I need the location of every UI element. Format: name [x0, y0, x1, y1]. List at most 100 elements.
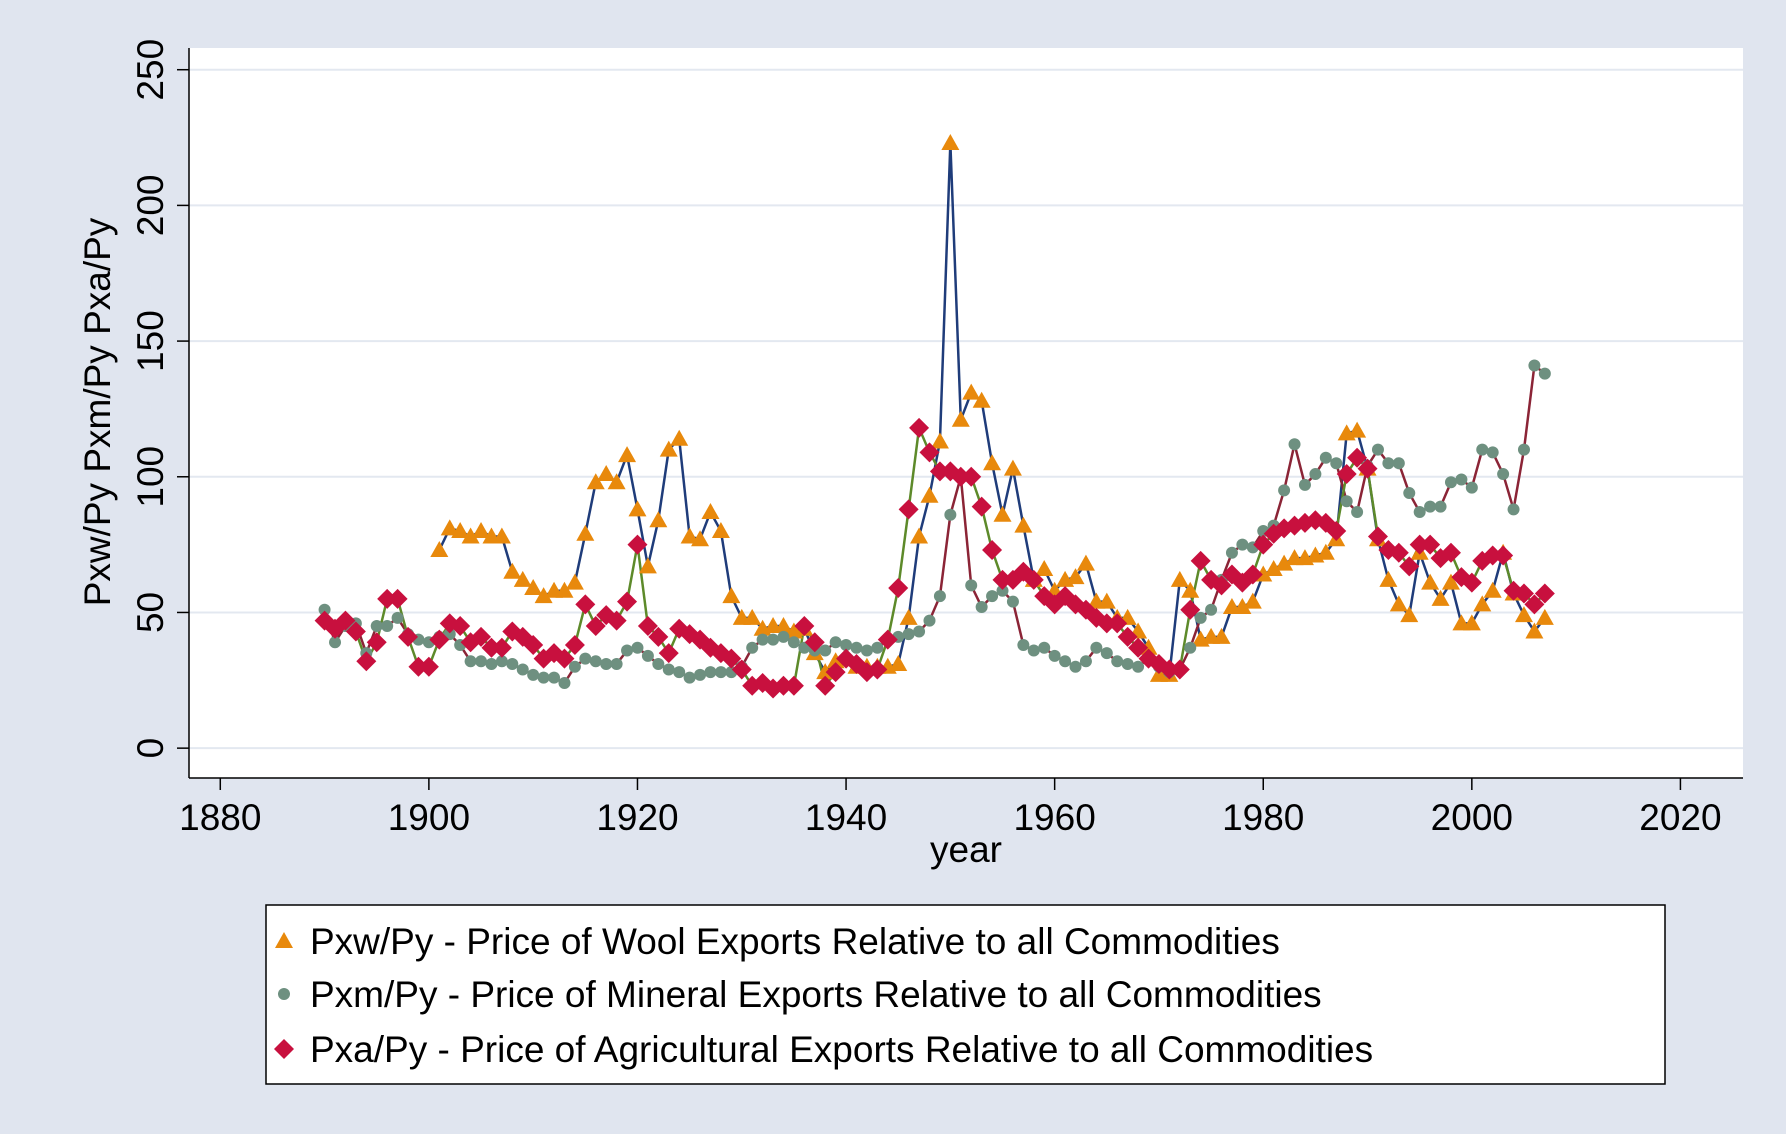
data-point — [826, 652, 845, 669]
y-axis-label: Pxw/Py Pxm/Py Pxa/Py — [77, 217, 118, 606]
data-point — [972, 391, 991, 408]
data-point — [408, 656, 429, 677]
data-point — [1528, 359, 1541, 372]
data-point — [773, 675, 794, 696]
data-point — [450, 616, 471, 637]
data-point — [1006, 595, 1019, 608]
data-point — [318, 603, 331, 616]
data-point — [1389, 595, 1408, 612]
data-point — [1440, 542, 1461, 563]
data-point — [370, 620, 383, 633]
data-point — [1413, 506, 1426, 519]
legend-label: Pxm/Py - Price of Mineral Exports Relati… — [310, 974, 1322, 1015]
data-point — [335, 610, 356, 631]
x-tick-label: 1960 — [1013, 797, 1095, 838]
data-point — [1371, 443, 1384, 456]
data-point — [1538, 367, 1551, 380]
data-point — [649, 511, 668, 528]
data-point — [1507, 503, 1520, 516]
data-point — [929, 461, 950, 482]
data-point — [1420, 534, 1441, 555]
data-point — [819, 644, 832, 657]
data-point — [1326, 521, 1347, 542]
data-point — [1441, 573, 1460, 590]
data-point — [996, 584, 1009, 597]
data-point — [1107, 613, 1128, 634]
data-point — [1486, 446, 1499, 459]
x-tick-label: 1920 — [596, 797, 678, 838]
data-point — [877, 629, 898, 650]
data-point — [618, 446, 637, 463]
data-point — [829, 636, 842, 649]
data-point — [711, 522, 730, 539]
data-point — [461, 527, 480, 544]
data-point — [1473, 595, 1492, 612]
data-point — [899, 608, 918, 625]
data-point — [721, 648, 742, 669]
data-point — [704, 666, 717, 679]
data-point — [1434, 500, 1447, 513]
data-point — [610, 658, 623, 671]
data-point — [1211, 575, 1232, 596]
data-point — [1409, 534, 1430, 555]
data-point — [1347, 447, 1368, 468]
data-point — [1132, 660, 1145, 673]
data-point — [1275, 554, 1294, 571]
data-point — [1514, 606, 1533, 623]
data-point — [492, 527, 511, 544]
data-point — [1400, 606, 1419, 623]
data-point — [429, 629, 450, 650]
x-tick-label: 1940 — [805, 797, 887, 838]
data-point — [1379, 570, 1398, 587]
data-point — [464, 655, 477, 668]
data-point — [993, 505, 1012, 522]
data-point — [1278, 484, 1291, 497]
x-tick-label: 2000 — [1431, 797, 1513, 838]
data-point — [986, 590, 999, 603]
data-point — [840, 639, 853, 652]
data-point — [1444, 476, 1457, 489]
data-point — [1212, 627, 1231, 644]
data-point — [568, 660, 581, 673]
data-point — [513, 570, 532, 587]
data-point — [920, 486, 939, 503]
legend-marker — [274, 1039, 294, 1059]
data-point — [1236, 538, 1249, 551]
data-point — [1023, 569, 1044, 590]
data-point — [1392, 457, 1405, 470]
data-point — [377, 588, 398, 609]
data-point — [391, 611, 404, 624]
data-point — [1121, 658, 1134, 671]
y-tick-label: 250 — [130, 39, 171, 101]
data-point — [815, 675, 836, 696]
data-point — [524, 579, 543, 596]
data-point — [871, 641, 884, 654]
data-point — [1431, 589, 1450, 606]
data-point — [329, 636, 342, 649]
data-point — [746, 641, 759, 654]
data-point — [579, 652, 592, 665]
data-point — [564, 635, 585, 656]
data-point — [680, 527, 699, 544]
data-point — [933, 590, 946, 603]
data-point — [701, 503, 720, 520]
data-point — [1399, 556, 1420, 577]
data-point — [1319, 451, 1332, 464]
data-point — [485, 658, 498, 671]
data-point — [356, 651, 377, 672]
data-point — [1066, 568, 1085, 585]
data-point — [451, 522, 470, 539]
data-point — [503, 562, 522, 579]
data-point — [1169, 659, 1190, 680]
data-point — [418, 656, 439, 677]
data-point — [683, 671, 696, 684]
data-point — [589, 655, 602, 668]
legend-marker — [278, 988, 290, 1000]
data-point — [1455, 473, 1468, 486]
data-point — [607, 473, 626, 490]
data-point — [1357, 458, 1378, 479]
data-point — [919, 442, 940, 463]
data-point — [606, 610, 627, 631]
data-point — [1264, 560, 1283, 577]
